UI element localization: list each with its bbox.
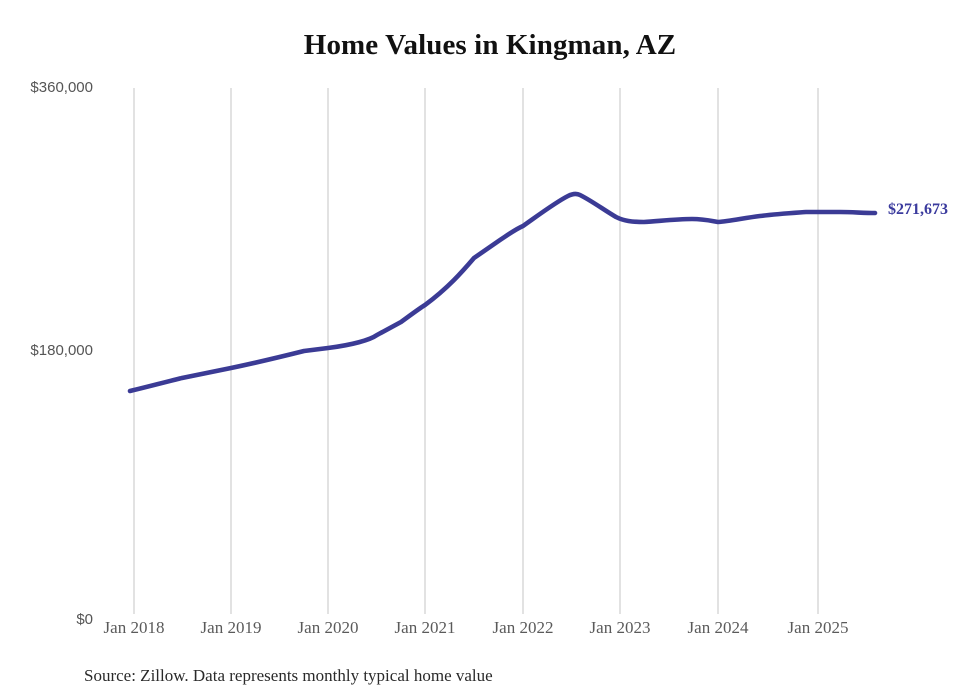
end-value-label: $271,673	[888, 201, 948, 218]
x-tick-label-jan-2021: Jan 2021	[394, 618, 456, 637]
x-tick-label-jan-2019: Jan 2019	[200, 618, 262, 637]
x-tick-label-jan-2018: Jan 2018	[103, 618, 165, 637]
chart-title: Home Values in Kingman, AZ	[303, 29, 677, 61]
x-tick-label-jan-2022: Jan 2022	[492, 618, 554, 637]
x-tick-label-jan-2024: Jan 2024	[687, 618, 749, 637]
gridlines	[133, 88, 819, 614]
y-tick-label-0: $0	[76, 611, 93, 628]
x-tick-label-jan-2020: Jan 2020	[297, 618, 359, 637]
x-tick-label-jan-2025: Jan 2025	[787, 618, 849, 637]
x-tick-label-jan-2023: Jan 2023	[589, 618, 651, 637]
y-tick-label-180000: $180,000	[30, 342, 93, 359]
home-value-line	[127, 191, 878, 394]
y-tick-label-360000: $360,000	[30, 79, 93, 96]
source-note: Source: Zillow. Data represents monthly …	[84, 666, 493, 685]
